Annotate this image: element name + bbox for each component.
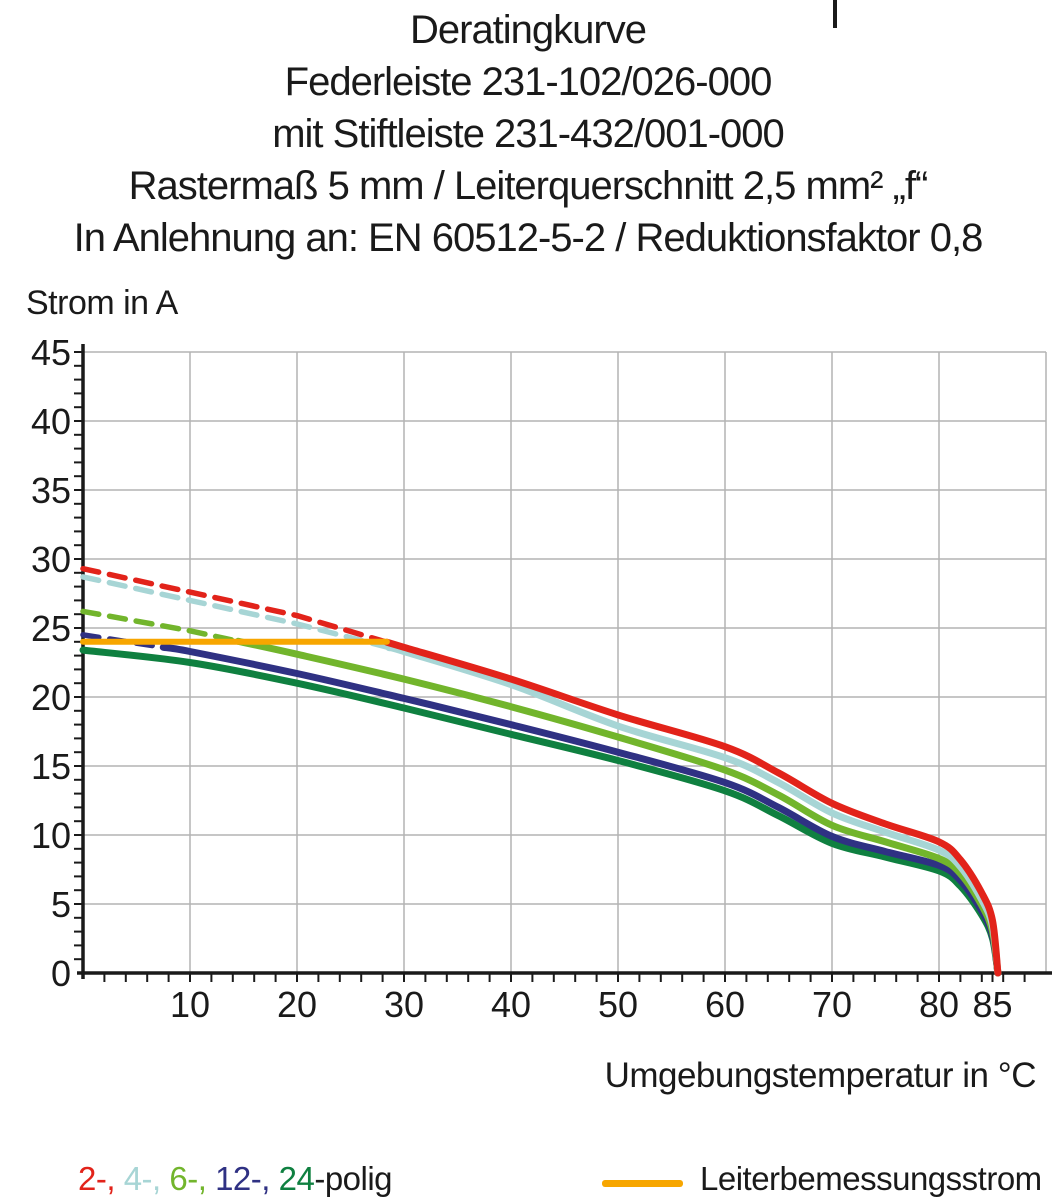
y-tick-label-20: 20 — [31, 677, 71, 718]
x-tick-label-10: 10 — [170, 984, 210, 1025]
x-tick-label-20: 20 — [277, 984, 317, 1025]
y-tick-label-5: 5 — [51, 884, 71, 925]
y-tick-label-0: 0 — [51, 953, 71, 994]
y-tick-label-10: 10 — [31, 815, 71, 856]
chart-title-block: Deratingkurve Federleiste 231-102/026-00… — [0, 4, 1056, 264]
legend-part: 4-, — [123, 1160, 170, 1197]
y-tick-label-45: 45 — [31, 332, 71, 373]
x-axis-title: Umgebungstemperatur in °C — [604, 1056, 1037, 1095]
rated-current-line-swatch — [602, 1180, 683, 1187]
title-line-2: Federleiste 231-102/026-000 — [284, 60, 773, 104]
y-axis-title: Strom in A — [26, 284, 178, 322]
y-tick-label-40: 40 — [31, 401, 71, 442]
legend-part: 2-, — [78, 1160, 124, 1197]
y-tick-label-25: 25 — [31, 608, 71, 649]
x-tick-label-30: 30 — [384, 984, 424, 1025]
y-tick-label-15: 15 — [31, 746, 71, 787]
y-tick-label-30: 30 — [31, 539, 71, 580]
rated-current-label: Leiterbemessungsstrom — [700, 1160, 1042, 1197]
legend-part: -polig — [314, 1160, 393, 1197]
curve-dashed-2-polig — [80, 565, 390, 645]
x-tick-label-70: 70 — [812, 984, 852, 1025]
legend-part: 12-, — [215, 1160, 279, 1197]
curve-solid-12-polig — [159, 643, 1002, 977]
legend-pole-counts: 2-, 4-, 6-, 12-, 24-polig — [78, 1160, 393, 1198]
x-tick-label-50: 50 — [598, 984, 638, 1025]
y-tick-label-35: 35 — [31, 470, 71, 511]
title-line-1: Deratingkurve — [409, 8, 647, 52]
curve-solid-2-polig — [383, 638, 1002, 977]
title-line-4: Rastermaß 5 mm / Leiterquerschnitt 2,5 m… — [128, 164, 929, 208]
x-tick-label-60: 60 — [705, 984, 745, 1025]
legend-part: 6-, — [169, 1160, 216, 1197]
x-tick-label-85: 85 — [972, 984, 1012, 1025]
cropped-text-artifact — [833, 0, 837, 28]
title-line-5: In Anlehnung an: EN 60512-5-2 / Reduktio… — [73, 216, 984, 260]
x-tick-label-40: 40 — [491, 984, 531, 1025]
curve-dashed-4-polig — [80, 574, 392, 651]
curve-dashed-6-polig — [80, 608, 241, 645]
legend-part: 24 — [278, 1160, 315, 1197]
x-tick-label-80: 80 — [919, 984, 959, 1025]
title-line-3: mit Stiftleiste 231-432/001-000 — [272, 112, 785, 156]
